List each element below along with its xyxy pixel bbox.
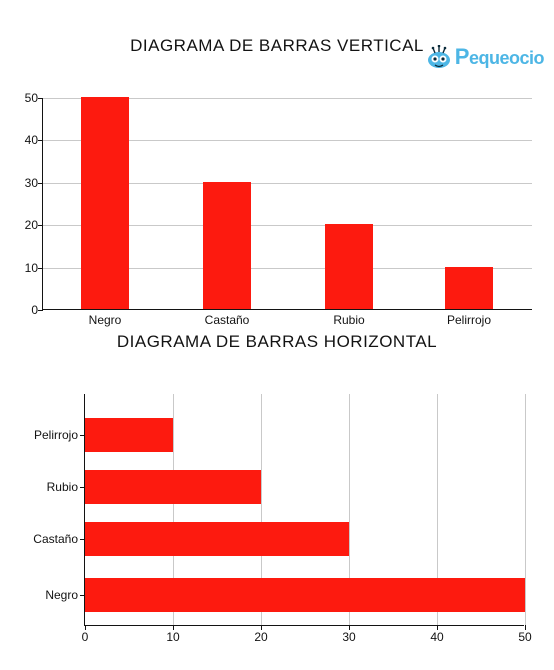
vertical-bar bbox=[445, 267, 493, 309]
horizontal-xlabel: 10 bbox=[166, 630, 179, 644]
brand-name: PPequeocioequeocio bbox=[455, 44, 544, 70]
vertical-ytick bbox=[38, 98, 43, 99]
horizontal-chart-title: DIAGRAMA DE BARRAS HORIZONTAL bbox=[0, 332, 554, 352]
vertical-xlabel: Castaño bbox=[205, 313, 250, 327]
horizontal-ytick bbox=[80, 435, 85, 436]
vertical-bar bbox=[203, 182, 251, 309]
horizontal-xlabel: 0 bbox=[82, 630, 89, 644]
horizontal-ylabel: Pelirrojo bbox=[34, 428, 78, 442]
vertical-ylabel: 0 bbox=[31, 303, 38, 317]
vertical-bar-chart: 01020304050NegroCastañoRubioPelirrojo bbox=[42, 98, 532, 328]
horizontal-ytick bbox=[80, 487, 85, 488]
vertical-plot-area: 01020304050NegroCastañoRubioPelirrojo bbox=[42, 98, 532, 310]
vertical-ylabel: 50 bbox=[25, 91, 38, 105]
horizontal-ylabel: Castaño bbox=[33, 532, 78, 546]
horizontal-ytick bbox=[80, 595, 85, 596]
horizontal-bar bbox=[85, 578, 525, 612]
horizontal-bar bbox=[85, 418, 173, 452]
horizontal-bar bbox=[85, 522, 349, 556]
vertical-ytick bbox=[38, 225, 43, 226]
vertical-ytick bbox=[38, 183, 43, 184]
vertical-ylabel: 30 bbox=[25, 176, 38, 190]
horizontal-xlabel: 30 bbox=[342, 630, 355, 644]
horizontal-bar-chart: 01020304050PelirrojoRubioCastañoNegro bbox=[84, 394, 524, 644]
horizontal-xlabel: 40 bbox=[430, 630, 443, 644]
vertical-ylabel: 20 bbox=[25, 218, 38, 232]
vertical-ytick bbox=[38, 268, 43, 269]
vertical-xlabel: Rubio bbox=[333, 313, 364, 327]
horizontal-xlabel: 50 bbox=[518, 630, 531, 644]
horizontal-ylabel: Negro bbox=[45, 588, 78, 602]
horizontal-ytick bbox=[80, 539, 85, 540]
horizontal-plot-area: 01020304050PelirrojoRubioCastañoNegro bbox=[84, 394, 524, 626]
horizontal-xlabel: 20 bbox=[254, 630, 267, 644]
brand-logo: PPequeocioequeocio bbox=[425, 44, 544, 70]
horizontal-gridline bbox=[525, 394, 526, 625]
horizontal-bar bbox=[85, 470, 261, 504]
vertical-ylabel: 40 bbox=[25, 133, 38, 147]
vertical-xlabel: Pelirrojo bbox=[447, 313, 491, 327]
vertical-bar bbox=[325, 224, 373, 309]
vertical-ytick bbox=[38, 310, 43, 311]
horizontal-ylabel: Rubio bbox=[47, 480, 78, 494]
vertical-ylabel: 10 bbox=[25, 261, 38, 275]
vertical-ytick bbox=[38, 140, 43, 141]
monster-icon bbox=[425, 45, 453, 69]
vertical-xlabel: Negro bbox=[89, 313, 122, 327]
vertical-bar bbox=[81, 97, 129, 309]
